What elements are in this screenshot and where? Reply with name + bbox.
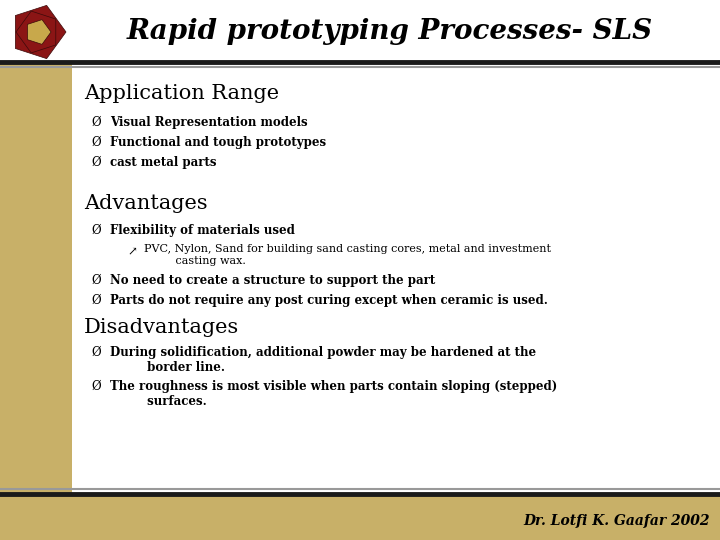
Text: Visual Representation models: Visual Representation models <box>110 116 307 129</box>
Text: Dr. Lotfi K. Gaafar 2002: Dr. Lotfi K. Gaafar 2002 <box>523 514 710 528</box>
Text: Ø: Ø <box>91 116 101 129</box>
Text: Application Range: Application Range <box>84 84 279 103</box>
FancyBboxPatch shape <box>0 494 720 540</box>
Text: Ø: Ø <box>91 224 101 237</box>
Text: Ø: Ø <box>91 346 101 359</box>
Text: Ø: Ø <box>91 156 101 169</box>
Text: Flexibility of materials used: Flexibility of materials used <box>110 224 295 237</box>
Text: No need to create a structure to support the part: No need to create a structure to support… <box>110 274 436 287</box>
Polygon shape <box>15 5 66 59</box>
FancyBboxPatch shape <box>0 62 72 494</box>
Text: Ø: Ø <box>91 380 101 393</box>
Polygon shape <box>27 19 51 44</box>
Text: PVC, Nylon, Sand for building sand casting cores, metal and investment
         : PVC, Nylon, Sand for building sand casti… <box>144 244 551 266</box>
Text: Ø: Ø <box>91 136 101 149</box>
Text: Parts do not require any post curing except when ceramic is used.: Parts do not require any post curing exc… <box>110 294 548 307</box>
Text: The roughness is most visible when parts contain sloping (stepped)
         surf: The roughness is most visible when parts… <box>110 380 557 408</box>
Text: Advantages: Advantages <box>84 194 207 213</box>
Text: During solidification, additional powder may be hardened at the
         border : During solidification, additional powder… <box>110 346 536 374</box>
Text: Functional and tough prototypes: Functional and tough prototypes <box>110 136 326 149</box>
Text: Rapid prototyping Processes- SLS: Rapid prototyping Processes- SLS <box>127 17 653 45</box>
Text: Ø: Ø <box>91 294 101 307</box>
Text: cast metal parts: cast metal parts <box>110 156 217 169</box>
Text: Ø: Ø <box>91 274 101 287</box>
Text: ↗: ↗ <box>127 244 137 257</box>
Polygon shape <box>16 11 55 53</box>
Text: Disadvantages: Disadvantages <box>84 318 239 337</box>
FancyBboxPatch shape <box>0 0 720 62</box>
